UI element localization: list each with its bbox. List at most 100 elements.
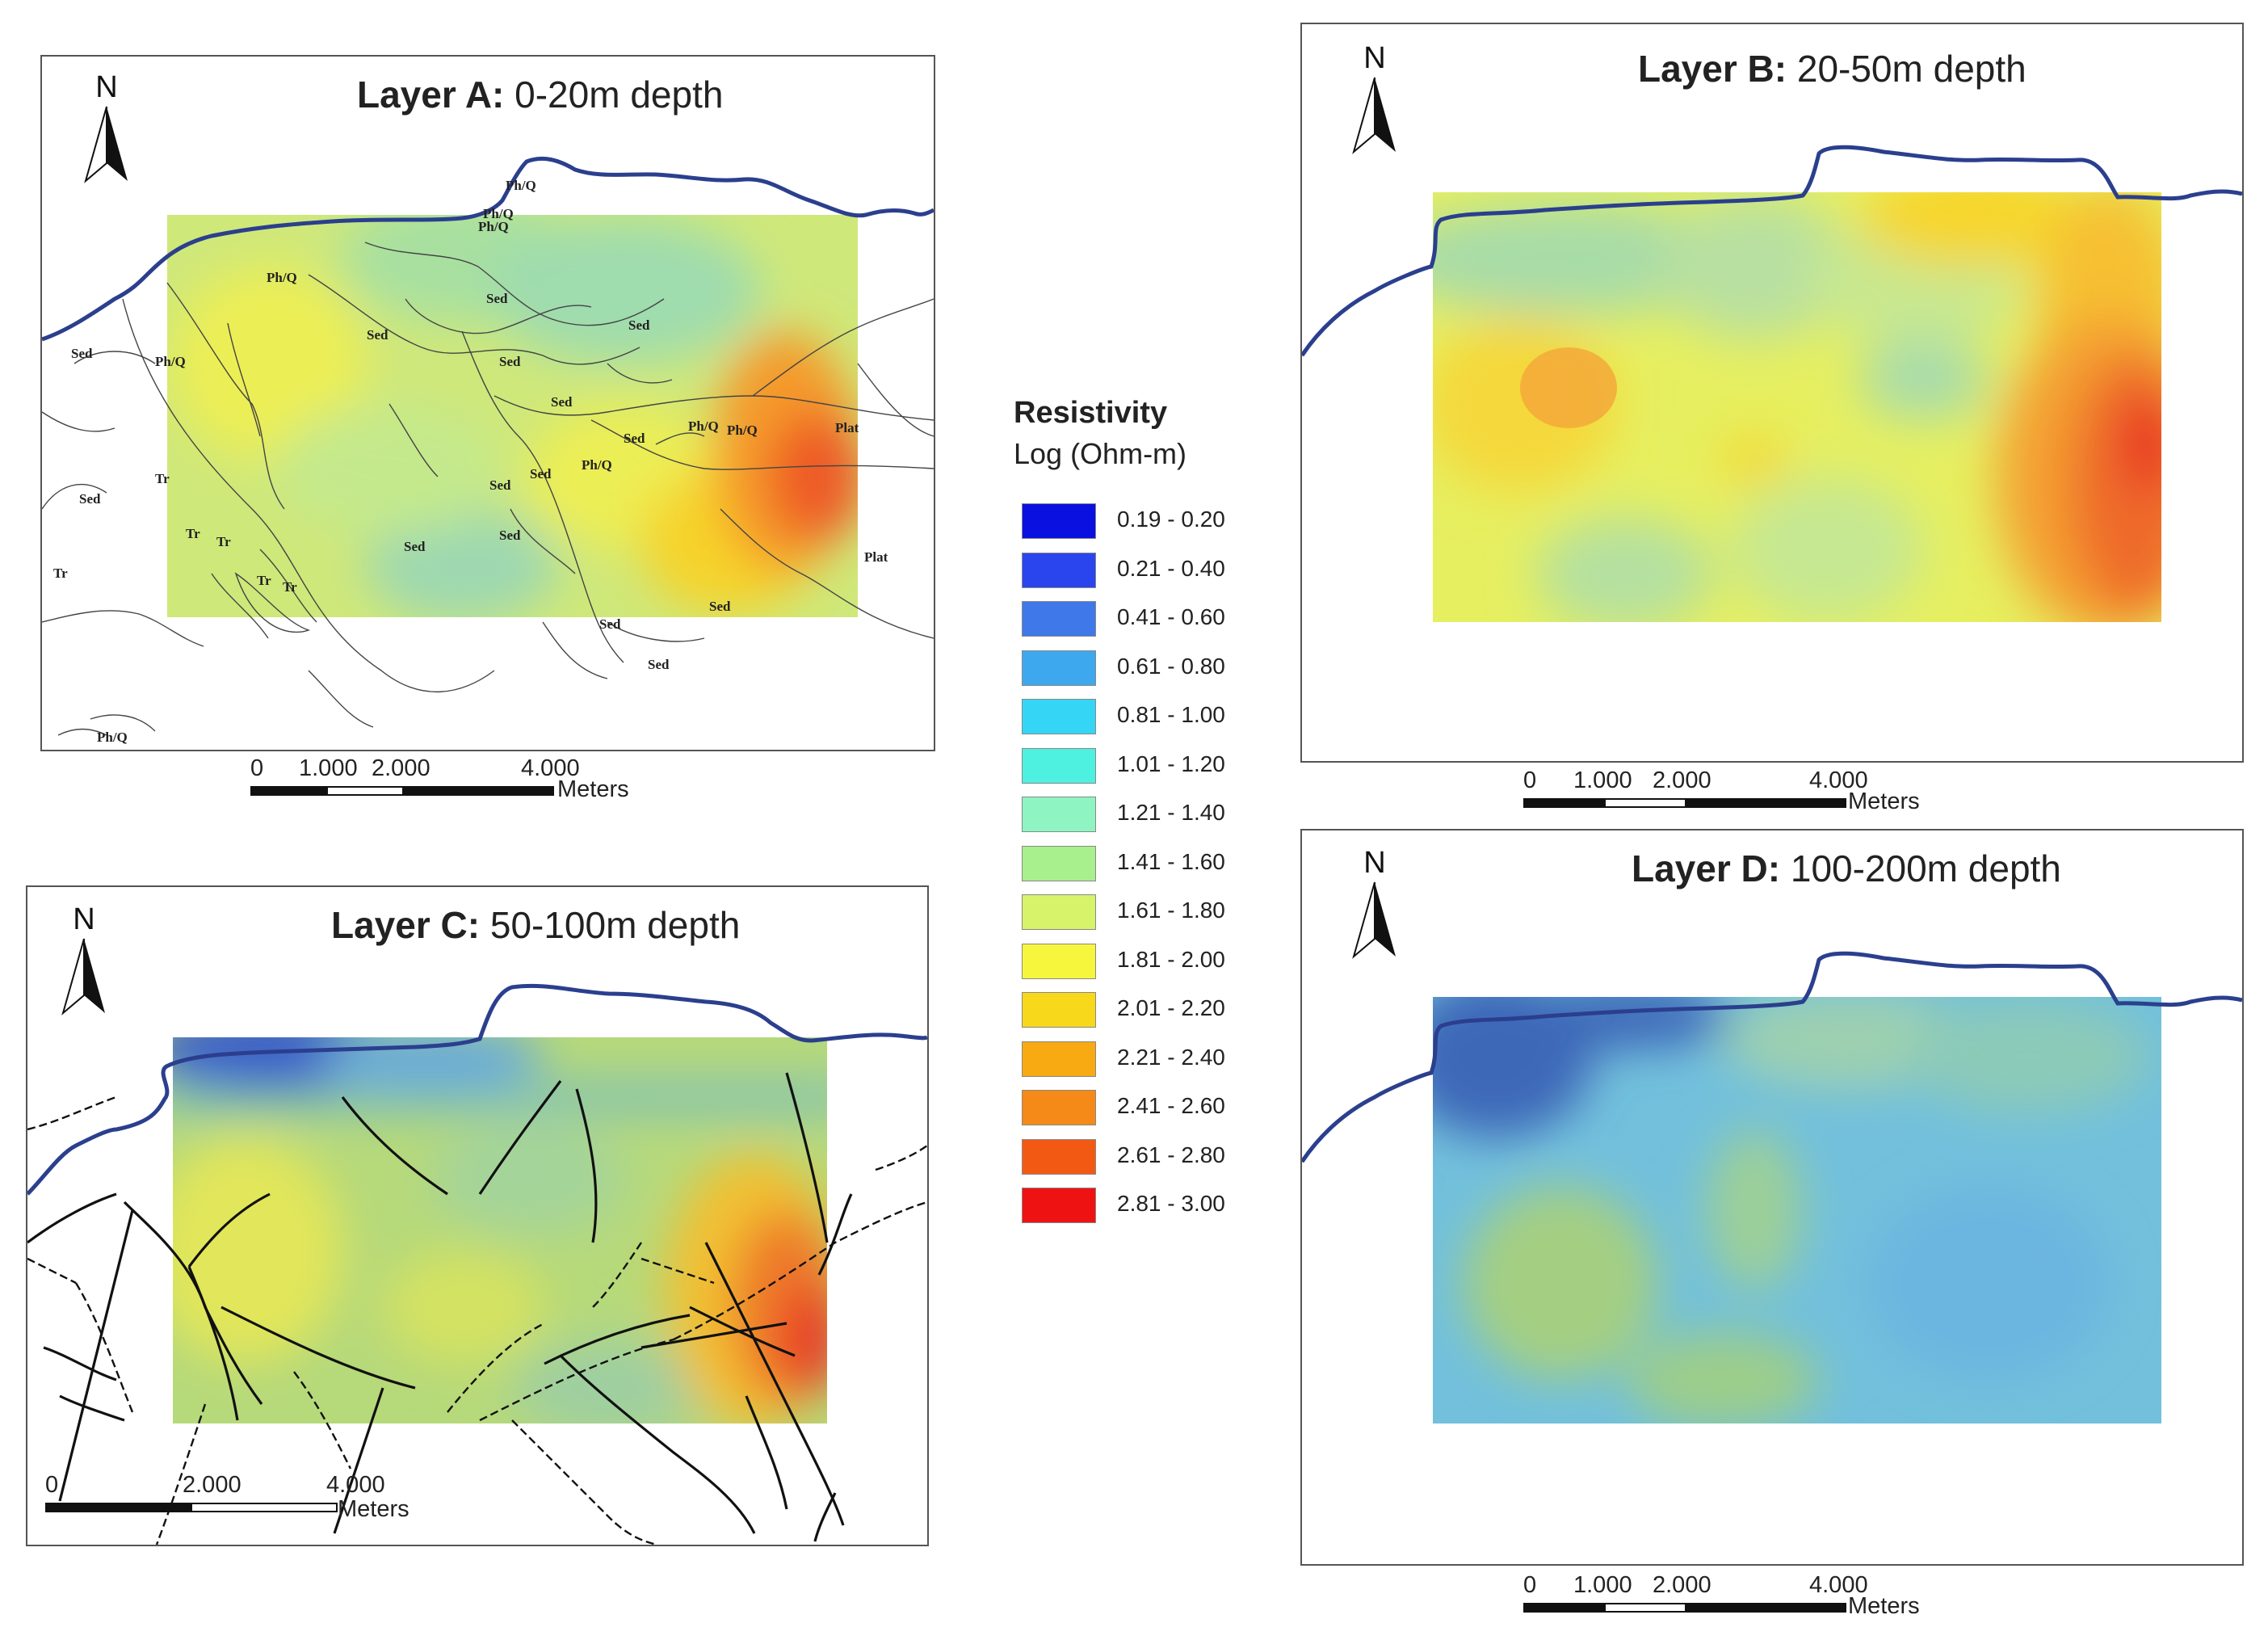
legend-swatch	[1022, 1090, 1096, 1125]
scale-bar-b: 0 1.000 2.000 4.000 Meters	[1523, 767, 1943, 816]
scale-unit: Meters	[1848, 1593, 1920, 1619]
legend-swatch	[1022, 992, 1096, 1028]
geology-label: Sed	[648, 657, 670, 672]
geology-label: Sed	[530, 466, 552, 481]
scale-tick: 0	[1523, 767, 1537, 793]
resistivity-raster-a	[167, 215, 858, 617]
scale-tick: 1.000	[299, 755, 358, 781]
north-arrow-icon	[1352, 77, 1396, 154]
legend-swatch	[1022, 1138, 1096, 1175]
scale-tick: 4.000	[1809, 767, 1868, 793]
map-layer-d	[1302, 951, 2242, 1423]
title-rest: 50-100m depth	[480, 904, 741, 946]
scale-tick: 0	[45, 1472, 59, 1498]
legend-rows: 0.19 - 0.20 0.21 - 0.40 0.41 - 0.60 0.61 - …	[1014, 471, 1256, 1223]
geology-label: Sed	[79, 491, 101, 507]
geology-label: Tr	[283, 579, 297, 595]
legend-label: 2.81 - 3.00	[1117, 1191, 1225, 1216]
map-layer-a: Ph/Q Ph/Q Sed Sed Sed Sed Sed Sed Sed Se…	[42, 156, 934, 745]
resistivity-raster-d	[1433, 997, 2161, 1423]
geology-label: Sed	[624, 431, 645, 446]
geology-label: Sed	[486, 291, 508, 306]
legend-label: 0.19 - 0.20	[1117, 507, 1225, 532]
inferred-fault-lines-c	[27, 1095, 927, 1545]
scale-tick: 2.000	[1653, 1572, 1712, 1598]
geology-label: Sed	[499, 354, 521, 369]
north-arrow-b: N	[1350, 42, 1399, 159]
geology-label: Tr	[155, 471, 170, 486]
geology-label: Ph/Q	[582, 457, 612, 473]
legend-swatch	[1022, 845, 1096, 881]
panel-layer-c: Layer C: 50-100m depth N 0 2.000 4.000 M…	[26, 885, 929, 1546]
panel-layer-a: Ph/Q Ph/Q Sed Sed Sed Sed Sed Sed Sed Se…	[40, 55, 935, 751]
geology-label: Sed	[551, 394, 573, 410]
panel-layer-d: Layer D: 100-200m depth N	[1300, 829, 2244, 1566]
geology-label: Ph/Q	[478, 219, 509, 234]
panel-layer-b: Layer B: 20-50m depth N	[1300, 23, 2244, 763]
geology-label: Ph/Q	[688, 418, 719, 434]
north-arrow-icon	[84, 106, 128, 183]
scale-bar-c: 0 2.000 4.000 Meters	[45, 1472, 498, 1529]
legend-swatch	[1022, 699, 1096, 734]
scale-tick: 2.000	[372, 755, 430, 781]
scale-unit: Meters	[338, 1496, 410, 1522]
legend-title: Resistivity	[1014, 396, 1168, 430]
legend-label: 1.81 - 2.00	[1117, 946, 1225, 972]
legend-subtitle: Log (Ohm-m)	[1014, 437, 1187, 470]
geology-label: Plat	[835, 420, 859, 435]
geology-label: Ph/Q	[155, 354, 186, 369]
panel-title-a: Layer A: 0-20m depth	[357, 73, 723, 116]
geology-label: Sed	[599, 616, 621, 632]
geology-label: Sed	[71, 346, 93, 361]
geology-label: Ph/Q	[483, 206, 514, 221]
legend-label: 1.21 - 1.40	[1117, 800, 1225, 825]
scale-tick: 0	[1523, 1572, 1537, 1598]
geology-label: Ph/Q	[97, 730, 128, 745]
legend-label: 1.41 - 1.60	[1117, 848, 1225, 874]
scale-tick: 4.000	[326, 1472, 385, 1498]
map-layer-b	[1302, 145, 2242, 622]
fault-lines-c	[27, 1072, 853, 1542]
geology-label: Tr	[53, 566, 68, 581]
north-arrow-c: N	[60, 903, 108, 1020]
legend-swatch	[1022, 797, 1096, 832]
geology-label: Sed	[709, 599, 731, 614]
legend-swatch	[1022, 943, 1096, 979]
geology-label-group-a: Ph/Q Ph/Q Sed Sed Sed Sed Sed Sed Sed Se…	[53, 178, 888, 745]
geology-label: Tr	[186, 526, 200, 541]
panel-title-c: Layer C: 50-100m depth	[331, 903, 740, 947]
north-arrow-icon	[1352, 881, 1396, 959]
map-layer-c	[27, 983, 927, 1545]
geology-label: Ph/Q	[727, 423, 758, 438]
legend-swatch	[1022, 747, 1096, 784]
geology-label: Sed	[628, 317, 650, 333]
geology-label: Ph/Q	[267, 270, 297, 285]
legend-label: 0.81 - 1.00	[1117, 702, 1225, 727]
north-arrow-a: N	[82, 71, 131, 188]
scale-unit: Meters	[557, 776, 629, 802]
resistivity-raster-b	[1433, 192, 2161, 622]
geology-label: Ph/Q	[506, 178, 536, 193]
scale-tick: 0	[250, 755, 264, 781]
legend-label: 2.41 - 2.60	[1117, 1093, 1225, 1118]
north-label: N	[1363, 41, 1386, 75]
panel-title-b: Layer B: 20-50m depth	[1638, 47, 2026, 90]
scale-bar-a: 0 1.000 2.000 4.000 Meters	[250, 755, 670, 804]
panel-title-d: Layer D: 100-200m depth	[1632, 847, 2061, 890]
geology-label: Tr	[257, 573, 271, 588]
scale-tick: 1.000	[1573, 1572, 1632, 1598]
legend-swatch	[1022, 1188, 1096, 1223]
geology-contacts-a	[42, 242, 934, 736]
geology-label: Sed	[489, 477, 511, 493]
legend-label: 2.61 - 2.80	[1117, 1142, 1225, 1167]
legend-label: 2.21 - 2.40	[1117, 1044, 1225, 1070]
legend-swatch	[1022, 601, 1096, 637]
geology-label: Sed	[499, 528, 521, 543]
legend-swatch	[1022, 894, 1096, 930]
legend-label: 1.61 - 1.80	[1117, 898, 1225, 923]
resistivity-legend: Resistivity Log (Ohm-m) 0.19 - 0.20 0.21 …	[1014, 396, 1256, 1223]
geology-label: Sed	[404, 539, 426, 554]
title-bold: Layer D:	[1632, 847, 1781, 889]
geology-label: Tr	[216, 534, 231, 549]
scale-bar-d: 0 1.000 2.000 4.000 Meters	[1523, 1572, 1943, 1621]
